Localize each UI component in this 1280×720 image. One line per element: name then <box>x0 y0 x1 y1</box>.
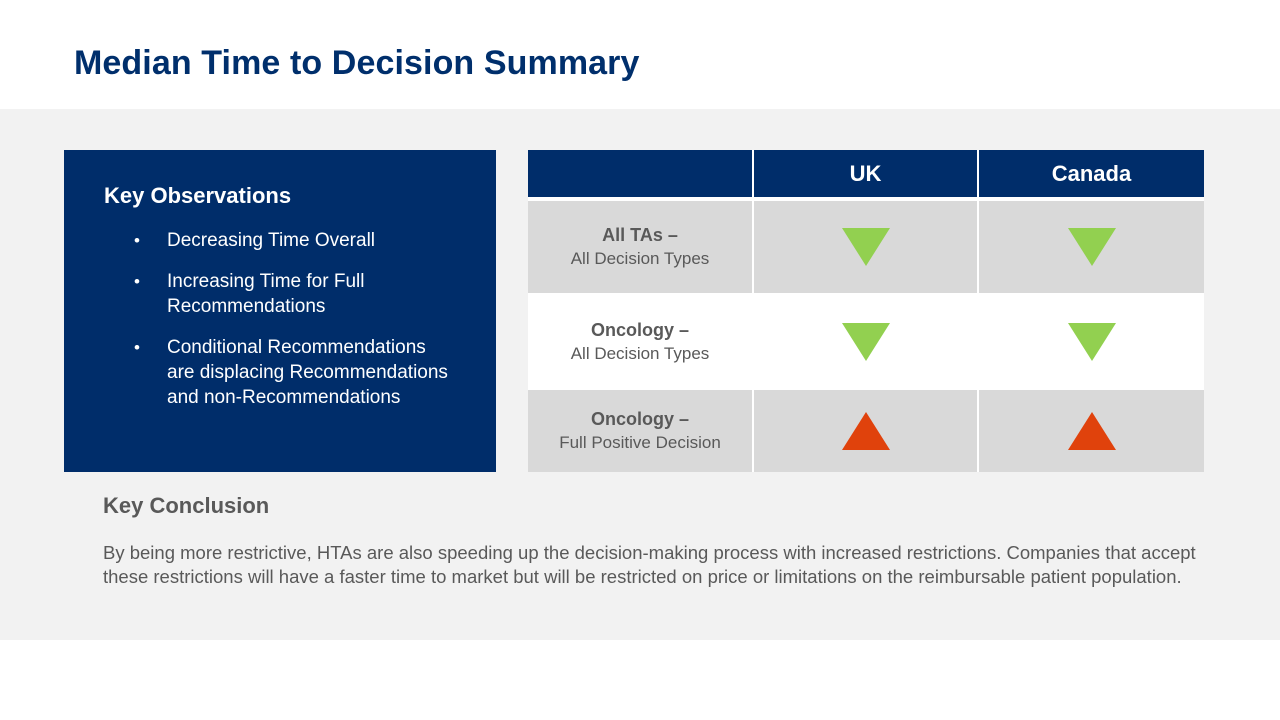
row-label-main: All TAs – <box>602 225 678 245</box>
list-item: • Decreasing Time Overall <box>64 228 496 253</box>
key-conclusion-heading: Key Conclusion <box>103 493 270 518</box>
table-header-uk: UK <box>754 150 977 197</box>
row-label-sub: Full Positive Decision <box>559 433 721 452</box>
canada-indicator-cell <box>979 201 1204 293</box>
key-observations-box: Key Observations • Decreasing Time Overa… <box>64 150 496 472</box>
canada-indicator-cell <box>979 294 1204 389</box>
bullet-icon: • <box>134 231 140 250</box>
comparison-table: UK Canada All TAs – All Decision Types O… <box>528 150 1204 472</box>
observation-text: Decreasing Time Overall <box>167 230 376 251</box>
uk-indicator-cell <box>754 201 977 293</box>
table-row-label: All TAs – All Decision Types <box>528 201 752 293</box>
down-triangle-icon <box>1067 322 1116 361</box>
page-title: Median Time to Decision Summary <box>74 44 640 82</box>
down-triangle-icon <box>1067 228 1116 266</box>
row-label-sub: All Decision Types <box>570 249 710 268</box>
key-conclusion-body: By being more restrictive, HTAs are also… <box>103 542 1196 587</box>
observation-text: Increasing Time for Full Recommendations <box>167 271 365 317</box>
row-label-sub: All Decision Types <box>570 343 710 363</box>
table-row-label: Oncology – Full Positive Decision <box>528 390 752 472</box>
key-observations-heading: Key Observations <box>104 183 292 208</box>
down-triangle-icon <box>841 322 890 361</box>
observation-text: Conditional Recommendations are displaci… <box>167 337 448 408</box>
bullet-icon: • <box>134 338 140 357</box>
up-triangle-icon <box>1067 412 1116 450</box>
table-header-canada: Canada <box>979 150 1204 197</box>
list-item: • Conditional Recommendations are displa… <box>64 335 496 410</box>
table-header-blank <box>528 150 752 197</box>
observations-list: • Decreasing Time Overall • Increasing T… <box>64 228 496 426</box>
row-label-main: Oncology – <box>590 319 689 340</box>
bullet-icon: • <box>134 272 140 291</box>
table-row-label: Oncology – All Decision Types <box>528 294 752 389</box>
canada-indicator-cell <box>979 390 1204 472</box>
list-item: • Increasing Time for Full Recommendatio… <box>64 269 496 319</box>
up-triangle-icon <box>841 412 890 450</box>
row-label-main: Oncology – <box>590 409 689 429</box>
uk-indicator-cell <box>754 390 977 472</box>
down-triangle-icon <box>841 228 890 266</box>
uk-indicator-cell <box>754 294 977 389</box>
